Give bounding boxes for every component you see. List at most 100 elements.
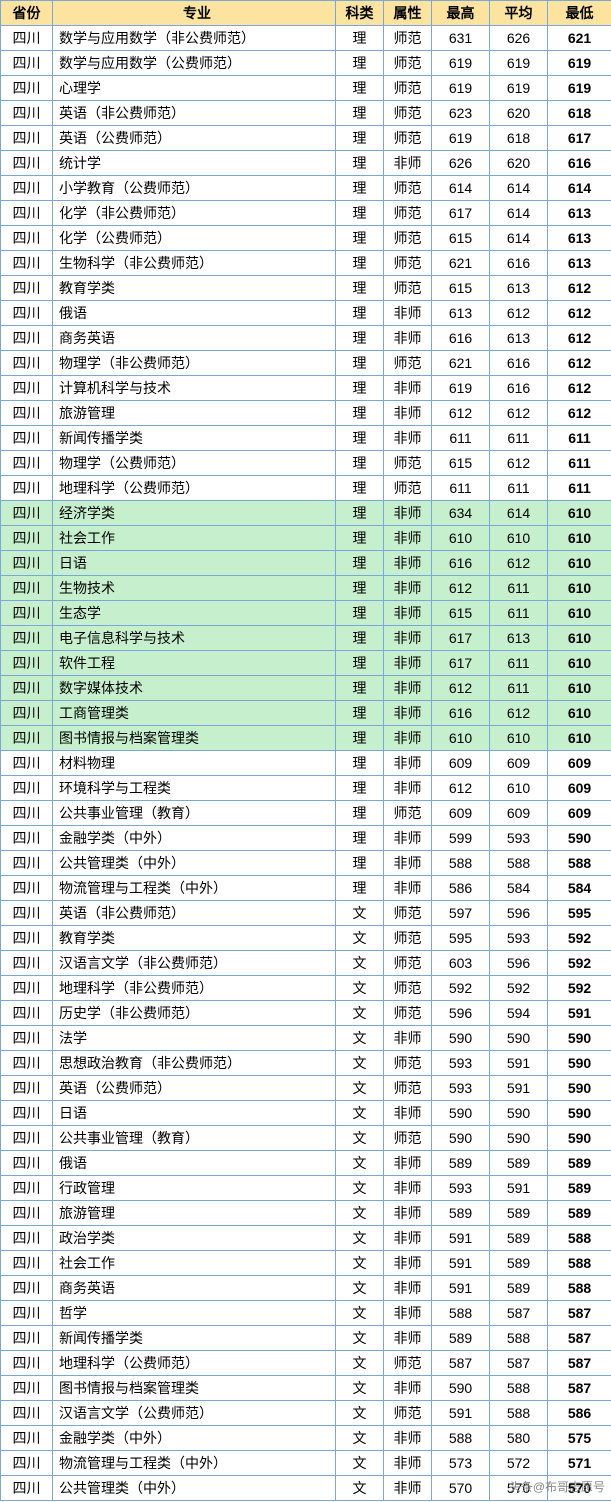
cell-category: 文 — [336, 1151, 384, 1176]
cell-province: 四川 — [1, 826, 53, 851]
cell-max: 573 — [432, 1451, 490, 1476]
cell-province: 四川 — [1, 1476, 53, 1501]
cell-max: 590 — [432, 1026, 490, 1051]
cell-province: 四川 — [1, 1376, 53, 1401]
cell-province: 四川 — [1, 701, 53, 726]
cell-avg: 589 — [490, 1276, 548, 1301]
cell-min: 589 — [548, 1151, 611, 1176]
header-row: 省份 专业 科类 属性 最高 平均 最低 — [1, 1, 611, 26]
cell-major: 政治学类 — [53, 1226, 336, 1251]
table-row: 四川新闻传播学类理非师611611611 — [1, 426, 611, 451]
table-row: 四川小学教育（公费师范）理师范614614614 — [1, 176, 611, 201]
cell-avg: 610 — [490, 726, 548, 751]
cell-max: 595 — [432, 926, 490, 951]
cell-attribute: 非师 — [384, 326, 432, 351]
cell-min: 571 — [548, 1451, 611, 1476]
cell-major: 计算机科学与技术 — [53, 376, 336, 401]
cell-avg: 614 — [490, 201, 548, 226]
cell-min: 610 — [548, 501, 611, 526]
table-row: 四川俄语文非师589589589 — [1, 1151, 611, 1176]
table-container: 省份 专业 科类 属性 最高 平均 最低 四川数学与应用数学（非公费师范）理师范… — [0, 0, 611, 1501]
cell-category: 文 — [336, 1326, 384, 1351]
cell-attribute: 师范 — [384, 1401, 432, 1426]
cell-min: 612 — [548, 351, 611, 376]
cell-attribute: 非师 — [384, 1426, 432, 1451]
cell-max: 617 — [432, 651, 490, 676]
cell-province: 四川 — [1, 976, 53, 1001]
cell-attribute: 师范 — [384, 201, 432, 226]
cell-province: 四川 — [1, 476, 53, 501]
table-row: 四川行政管理文非师593591589 — [1, 1176, 611, 1201]
table-row: 四川物流管理与工程类（中外）理非师586584584 — [1, 876, 611, 901]
table-row: 四川英语（非公费师范）文师范597596595 — [1, 901, 611, 926]
admission-scores-table: 省份 专业 科类 属性 最高 平均 最低 四川数学与应用数学（非公费师范）理师范… — [0, 0, 611, 1501]
cell-major: 新闻传播学类 — [53, 1326, 336, 1351]
cell-avg: 589 — [490, 1251, 548, 1276]
cell-attribute: 非师 — [384, 1326, 432, 1351]
cell-avg: 593 — [490, 826, 548, 851]
cell-province: 四川 — [1, 1451, 53, 1476]
cell-major: 公共事业管理（教育） — [53, 801, 336, 826]
table-row: 四川物理学（非公费师范）理师范621616612 — [1, 351, 611, 376]
cell-max: 597 — [432, 901, 490, 926]
cell-category: 文 — [336, 1376, 384, 1401]
cell-province: 四川 — [1, 1326, 53, 1351]
cell-category: 文 — [336, 1251, 384, 1276]
cell-max: 621 — [432, 351, 490, 376]
cell-avg: 590 — [490, 1101, 548, 1126]
cell-major: 汉语言文学（公费师范） — [53, 1401, 336, 1426]
table-row: 四川英语（公费师范）文师范593591590 — [1, 1076, 611, 1101]
cell-avg: 594 — [490, 1001, 548, 1026]
cell-major: 图书情报与档案管理类 — [53, 1376, 336, 1401]
cell-avg: 611 — [490, 426, 548, 451]
cell-province: 四川 — [1, 1426, 53, 1451]
cell-avg: 610 — [490, 776, 548, 801]
cell-attribute: 非师 — [384, 876, 432, 901]
cell-province: 四川 — [1, 1176, 53, 1201]
cell-attribute: 非师 — [384, 1476, 432, 1501]
cell-province: 四川 — [1, 1126, 53, 1151]
table-row: 四川物流管理与工程类（中外）文非师573572571 — [1, 1451, 611, 1476]
cell-max: 593 — [432, 1051, 490, 1076]
cell-avg: 596 — [490, 901, 548, 926]
table-row: 四川英语（公费师范）理师范619618617 — [1, 126, 611, 151]
cell-avg: 612 — [490, 451, 548, 476]
cell-min: 590 — [548, 1076, 611, 1101]
cell-attribute: 师范 — [384, 126, 432, 151]
cell-attribute: 师范 — [384, 1051, 432, 1076]
header-province: 省份 — [1, 1, 53, 26]
cell-avg: 610 — [490, 526, 548, 551]
table-row: 四川材料物理理非师609609609 — [1, 751, 611, 776]
cell-min: 587 — [548, 1301, 611, 1326]
cell-category: 文 — [336, 1401, 384, 1426]
table-row: 四川统计学理非师626620616 — [1, 151, 611, 176]
table-row: 四川数字媒体技术理非师612611610 — [1, 676, 611, 701]
cell-major: 汉语言文学（非公费师范） — [53, 951, 336, 976]
cell-max: 586 — [432, 876, 490, 901]
cell-max: 612 — [432, 401, 490, 426]
cell-max: 599 — [432, 826, 490, 851]
cell-attribute: 师范 — [384, 901, 432, 926]
cell-province: 四川 — [1, 376, 53, 401]
cell-avg: 591 — [490, 1051, 548, 1076]
cell-min: 611 — [548, 476, 611, 501]
cell-attribute: 非师 — [384, 501, 432, 526]
cell-attribute: 非师 — [384, 1376, 432, 1401]
cell-min: 613 — [548, 251, 611, 276]
table-row: 四川化学（非公费师范）理师范617614613 — [1, 201, 611, 226]
cell-attribute: 非师 — [384, 376, 432, 401]
cell-min: 609 — [548, 776, 611, 801]
cell-avg: 613 — [490, 626, 548, 651]
table-row: 四川图书情报与档案管理类文非师590588587 — [1, 1376, 611, 1401]
header-category: 科类 — [336, 1, 384, 26]
cell-province: 四川 — [1, 1051, 53, 1076]
cell-category: 文 — [336, 1026, 384, 1051]
cell-max: 615 — [432, 276, 490, 301]
cell-category: 理 — [336, 401, 384, 426]
cell-avg: 620 — [490, 101, 548, 126]
cell-max: 588 — [432, 851, 490, 876]
cell-category: 文 — [336, 951, 384, 976]
cell-category: 理 — [336, 601, 384, 626]
table-row: 四川地理科学（公费师范）理师范611611611 — [1, 476, 611, 501]
cell-category: 理 — [336, 351, 384, 376]
